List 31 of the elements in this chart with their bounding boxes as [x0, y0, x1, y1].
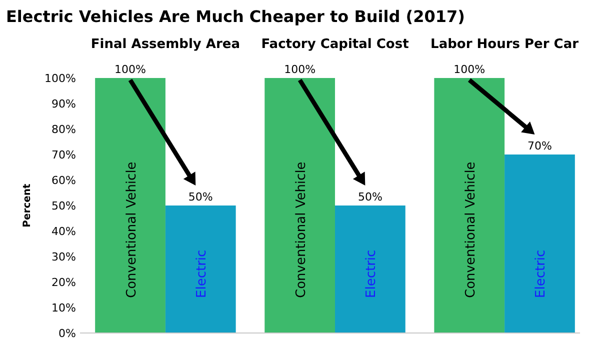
- data-label: 100%: [114, 63, 146, 76]
- chart-title: Electric Vehicles Are Much Cheaper to Build (2017): [6, 7, 465, 26]
- y-tick-label: 10%: [52, 301, 76, 314]
- x-tick-label: Factory Capital Cost: [261, 37, 409, 52]
- text: Conventional Vehicle: [463, 162, 478, 298]
- data-label: 100%: [454, 63, 486, 76]
- x-tick-label: Labor Hours Per Car: [430, 37, 580, 52]
- data-label: 50%: [188, 190, 213, 204]
- data-label: 100%: [284, 63, 316, 76]
- bar: [165, 206, 236, 333]
- y-tick-label: 70%: [52, 148, 76, 162]
- bar: [335, 206, 406, 333]
- series-label: Conventional Vehicle: [124, 162, 140, 298]
- y-tick-label: 80%: [52, 122, 76, 136]
- y-tick-label: 50%: [52, 199, 76, 212]
- data-label: 50%: [358, 190, 382, 204]
- y-tick-label: 40%: [52, 224, 76, 238]
- y-tick-label: 90%: [52, 97, 76, 110]
- y-tick-label: 60%: [52, 174, 76, 187]
- y-tick-label: 30%: [52, 250, 76, 264]
- x-tick-label: Final Assembly Area: [90, 37, 240, 52]
- y-tick-label: 20%: [52, 276, 76, 289]
- text: Conventional Vehicle: [294, 162, 309, 298]
- y-tick-label: 100%: [44, 72, 76, 85]
- bar: [504, 154, 575, 333]
- text: Electric: [194, 250, 210, 298]
- y-tick-label: 0%: [58, 326, 76, 339]
- series-label: Electric: [534, 250, 549, 298]
- y-axis-title: Percent: [22, 183, 33, 228]
- text: Electric: [364, 250, 380, 298]
- data-label: 70%: [528, 140, 552, 152]
